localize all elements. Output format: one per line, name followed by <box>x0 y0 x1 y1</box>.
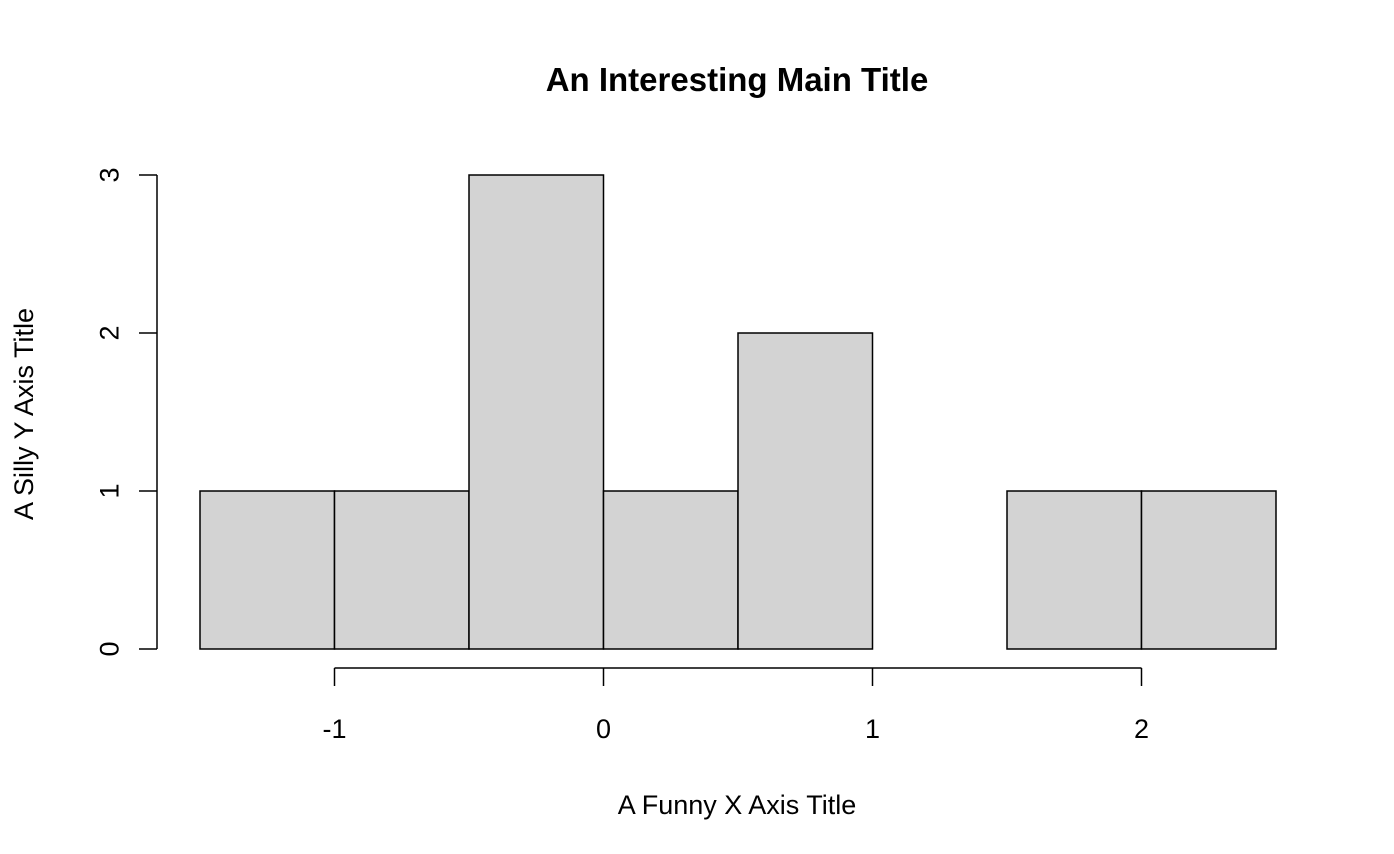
bars-layer <box>199 174 1277 650</box>
histogram-bar-0 <box>199 490 336 650</box>
histogram-bar-6 <box>1006 490 1143 650</box>
histogram-bar-1 <box>333 490 470 650</box>
y-tick-label-1: 1 <box>94 483 124 498</box>
histogram-bar-3 <box>602 490 739 650</box>
histogram-bar-4 <box>737 332 874 650</box>
histogram-bar-2 <box>468 174 605 650</box>
chart-title: An Interesting Main Title <box>546 61 929 98</box>
x-axis-title: A Funny X Axis Title <box>618 790 857 820</box>
x-tick-label-2: 1 <box>865 714 880 744</box>
x-tick-label-0: -1 <box>322 714 346 744</box>
y-tick-label-2: 2 <box>94 325 124 340</box>
y-axis: 0 1 2 3 <box>94 167 158 657</box>
histogram-bar-7 <box>1140 490 1277 650</box>
y-tick-label-3: 3 <box>94 167 124 182</box>
x-tick-label-1: 0 <box>596 714 611 744</box>
y-axis-title: A Silly Y Axis Title <box>9 308 39 520</box>
y-tick-label-0: 0 <box>94 641 124 656</box>
x-axis: -1 0 1 2 <box>322 667 1149 744</box>
x-tick-label-3: 2 <box>1134 714 1149 744</box>
